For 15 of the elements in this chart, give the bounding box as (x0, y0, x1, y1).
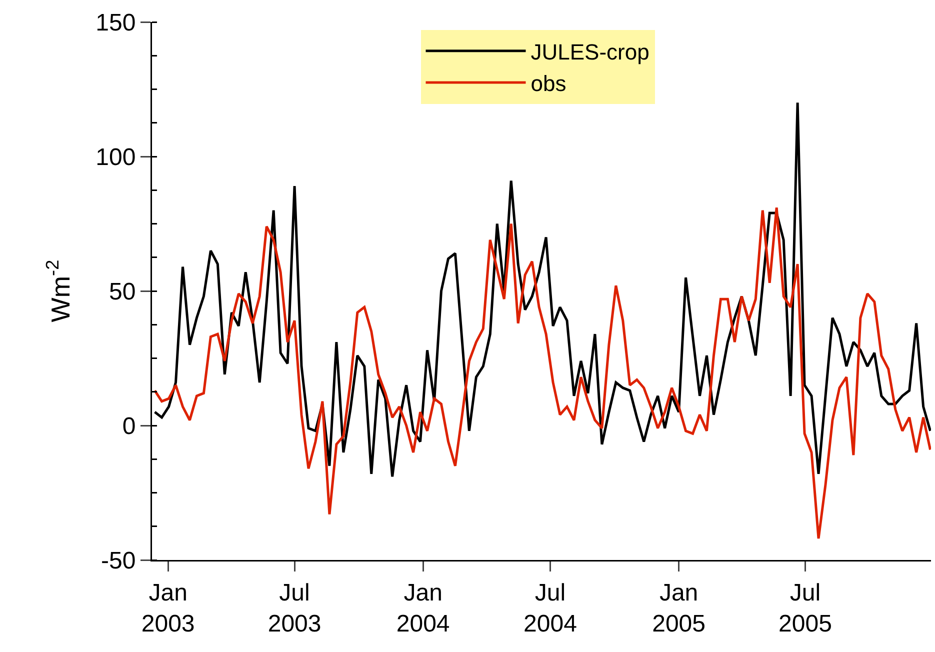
x-tick-label: Jan 2003 (141, 579, 195, 638)
legend-label: obs (530, 71, 566, 96)
x-tick-label: Jul 2004 (524, 579, 577, 638)
y-tick-label: 150 (96, 9, 136, 36)
y-tick-label: 50 (108, 278, 136, 306)
x-tick-label: Jul 2003 (268, 579, 322, 638)
x-tick-label: Jan 2005 (652, 579, 706, 638)
x-tick-label: Jul 2005 (778, 579, 832, 638)
y-tick-label: -50 (101, 547, 136, 574)
y-tick-label: 0 (122, 412, 136, 440)
x-tick-label: Jan 2004 (396, 579, 450, 638)
legend-label: JULES-crop (530, 39, 650, 64)
y-tick-label: 100 (96, 144, 136, 171)
line-series (154, 206, 931, 540)
line-series (154, 101, 931, 478)
